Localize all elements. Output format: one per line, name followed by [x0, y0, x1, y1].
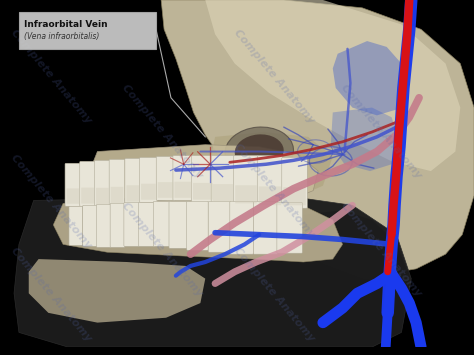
FancyBboxPatch shape [257, 155, 283, 208]
FancyBboxPatch shape [141, 184, 156, 200]
Polygon shape [284, 210, 406, 284]
FancyBboxPatch shape [193, 183, 213, 200]
FancyBboxPatch shape [174, 182, 192, 198]
Polygon shape [331, 108, 400, 171]
FancyBboxPatch shape [139, 157, 157, 202]
FancyBboxPatch shape [259, 186, 281, 205]
FancyBboxPatch shape [81, 187, 94, 204]
FancyBboxPatch shape [213, 184, 233, 202]
FancyBboxPatch shape [65, 163, 81, 206]
FancyBboxPatch shape [109, 159, 125, 206]
FancyBboxPatch shape [127, 185, 139, 202]
Text: Complete Anatomy: Complete Anatomy [9, 152, 93, 250]
FancyBboxPatch shape [211, 155, 235, 204]
FancyBboxPatch shape [277, 202, 302, 253]
Text: Complete Anatomy: Complete Anatomy [232, 27, 316, 125]
FancyBboxPatch shape [19, 12, 156, 49]
FancyBboxPatch shape [110, 187, 123, 203]
FancyBboxPatch shape [96, 204, 111, 247]
FancyBboxPatch shape [230, 201, 253, 254]
Text: Complete Anatomy: Complete Anatomy [120, 201, 205, 299]
Polygon shape [90, 145, 318, 205]
Text: Complete Anatomy: Complete Anatomy [339, 83, 423, 181]
FancyBboxPatch shape [138, 202, 155, 246]
Text: Complete Anatomy: Complete Anatomy [232, 246, 316, 344]
FancyBboxPatch shape [80, 161, 95, 206]
Polygon shape [205, 0, 460, 171]
Text: Complete Anatomy: Complete Anatomy [9, 246, 93, 344]
Text: Infraorbital Vein: Infraorbital Vein [24, 20, 108, 28]
Text: (Vena infraorbitalis): (Vena infraorbitalis) [24, 32, 99, 41]
Text: Complete Anatomy: Complete Anatomy [232, 142, 316, 240]
FancyBboxPatch shape [94, 160, 110, 207]
FancyBboxPatch shape [208, 201, 231, 252]
FancyBboxPatch shape [96, 188, 109, 204]
Text: Complete Anatomy: Complete Anatomy [9, 27, 93, 125]
Polygon shape [53, 197, 343, 262]
FancyBboxPatch shape [191, 155, 214, 202]
Polygon shape [220, 166, 262, 203]
Polygon shape [161, 0, 474, 274]
FancyBboxPatch shape [235, 185, 257, 203]
FancyBboxPatch shape [169, 201, 189, 248]
FancyBboxPatch shape [110, 203, 125, 247]
Polygon shape [29, 259, 205, 323]
Text: Complete Anatomy: Complete Anatomy [339, 201, 423, 299]
Ellipse shape [235, 134, 284, 169]
FancyBboxPatch shape [283, 187, 306, 205]
Ellipse shape [225, 127, 293, 176]
FancyBboxPatch shape [282, 157, 307, 208]
FancyBboxPatch shape [156, 157, 175, 201]
FancyBboxPatch shape [253, 201, 278, 254]
FancyBboxPatch shape [66, 189, 79, 204]
FancyBboxPatch shape [69, 206, 82, 245]
FancyBboxPatch shape [187, 201, 208, 250]
FancyBboxPatch shape [173, 155, 193, 201]
FancyBboxPatch shape [153, 201, 171, 246]
Polygon shape [333, 41, 406, 115]
Polygon shape [210, 132, 333, 201]
Text: Complete Anatomy: Complete Anatomy [120, 83, 205, 181]
FancyBboxPatch shape [125, 158, 141, 204]
FancyBboxPatch shape [82, 205, 97, 246]
FancyBboxPatch shape [234, 155, 258, 206]
Polygon shape [14, 196, 411, 347]
FancyBboxPatch shape [124, 202, 139, 246]
FancyBboxPatch shape [158, 182, 173, 198]
